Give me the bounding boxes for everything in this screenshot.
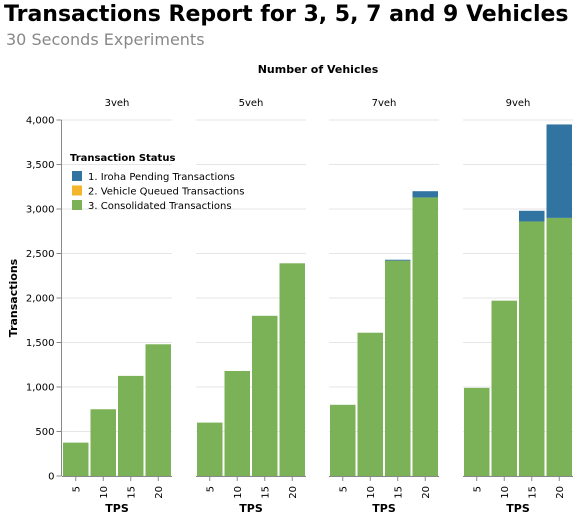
x-axis-title: TPS bbox=[105, 502, 129, 515]
bar-segment bbox=[546, 217, 572, 476]
legend-label: 1. Iroha Pending Transactions bbox=[88, 172, 235, 183]
y-tick-label: 4,000 bbox=[26, 116, 55, 127]
x-tick-label: 20 bbox=[555, 486, 566, 499]
bar-segment bbox=[357, 332, 383, 476]
bar-segment bbox=[330, 404, 356, 476]
x-tick-label: 5 bbox=[71, 486, 82, 492]
bar-segment bbox=[197, 422, 223, 476]
bar-segment bbox=[252, 315, 278, 476]
bar-segment bbox=[464, 387, 490, 476]
bar-segment bbox=[118, 375, 144, 476]
x-tick-label: 5 bbox=[338, 486, 349, 492]
y-tick-label: 500 bbox=[35, 427, 54, 438]
y-tick-label: 3,000 bbox=[26, 205, 55, 216]
y-tick-label: 2,000 bbox=[26, 294, 55, 305]
y-tick-label: 1,500 bbox=[26, 338, 55, 349]
y-tick-label: 0 bbox=[48, 472, 54, 483]
x-axis-title: TPS bbox=[506, 502, 530, 515]
legend-title: Transaction Status bbox=[70, 153, 175, 164]
bar-segment bbox=[224, 370, 250, 476]
bar-segment bbox=[145, 344, 171, 476]
legend-swatch bbox=[72, 185, 82, 196]
y-axis-title: Transactions bbox=[7, 258, 20, 337]
x-tick-label: 5 bbox=[472, 486, 483, 492]
bar-segment bbox=[546, 124, 572, 218]
y-tick-label: 3,500 bbox=[26, 160, 55, 171]
x-tick-label: 5 bbox=[205, 486, 216, 492]
x-tick-label: 10 bbox=[99, 486, 110, 499]
x-tick-label: 10 bbox=[366, 486, 377, 499]
chart-subtitle: 30 Seconds Experiments bbox=[6, 30, 205, 49]
x-axis-title: TPS bbox=[372, 502, 396, 515]
legend-label: 3. Consolidated Transactions bbox=[88, 201, 232, 212]
x-tick-label: 15 bbox=[393, 486, 404, 499]
bar-segment bbox=[63, 442, 89, 476]
facet-label: 9veh bbox=[506, 98, 531, 109]
facet-label: 5veh bbox=[239, 98, 264, 109]
bar-segment bbox=[279, 263, 305, 476]
x-tick-label: 20 bbox=[421, 486, 432, 499]
bar-segment bbox=[412, 197, 438, 476]
bar-segment bbox=[491, 300, 517, 476]
x-tick-label: 10 bbox=[500, 486, 511, 499]
bar-segment bbox=[385, 260, 411, 476]
legend-swatch bbox=[72, 171, 82, 181]
chart-title: Transactions Report for 3, 5, 7 and 9 Ve… bbox=[4, 2, 569, 27]
bar-segment bbox=[519, 221, 545, 476]
legend-label: 2. Vehicle Queued Transactions bbox=[88, 187, 244, 198]
x-tick-label: 15 bbox=[527, 486, 538, 499]
x-tick-label: 15 bbox=[260, 486, 271, 499]
x-tick-label: 20 bbox=[154, 486, 165, 499]
bar-segment bbox=[385, 259, 411, 261]
x-tick-label: 20 bbox=[288, 486, 299, 499]
facet-label: 7veh bbox=[372, 98, 397, 109]
bar-segment bbox=[519, 210, 545, 222]
facet-header: Number of Vehicles bbox=[258, 63, 379, 76]
x-axis-title: TPS bbox=[239, 502, 263, 515]
legend-swatch bbox=[72, 200, 82, 210]
x-tick-label: 10 bbox=[233, 486, 244, 499]
x-tick-label: 15 bbox=[126, 486, 137, 499]
facet-label: 3veh bbox=[105, 98, 130, 109]
bar-segment bbox=[90, 409, 116, 476]
bar-segment bbox=[412, 191, 438, 198]
y-tick-label: 2,500 bbox=[26, 249, 55, 260]
y-tick-label: 1,000 bbox=[26, 383, 55, 394]
